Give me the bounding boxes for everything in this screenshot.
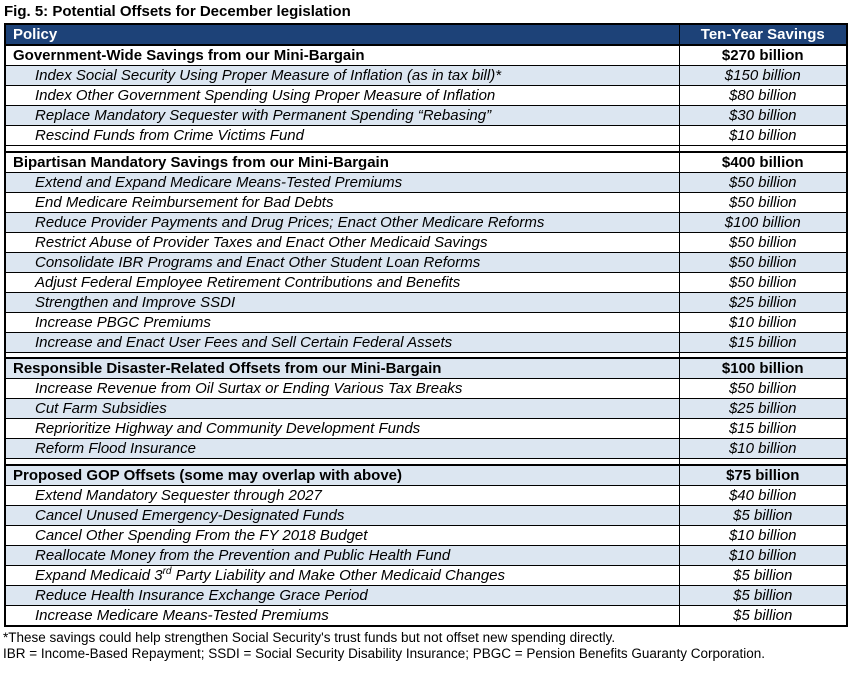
savings-cell: $50 billion (678, 251, 848, 273)
policy-cell: Reduce Health Insurance Exchange Grace P… (4, 584, 680, 606)
savings-cell: $5 billion (678, 504, 848, 526)
figure-title: Fig. 5: Potential Offsets for December l… (4, 3, 351, 20)
section-header-row: Proposed GOP Offsets (some may overlap w… (4, 463, 848, 486)
savings-cell: $10 billion (678, 438, 848, 459)
table-row: Rescind Funds from Crime Victims Fund $1… (4, 125, 848, 146)
table-row: Cut Farm Subsidies $25 billion (4, 398, 848, 419)
savings-cell: $15 billion (678, 331, 848, 353)
table-row: Cancel Unused Emergency-Designated Funds… (4, 504, 848, 526)
policy-cell: Rescind Funds from Crime Victims Fund (4, 125, 680, 146)
policy-cell: End Medicare Reimbursement for Bad Debts (4, 191, 680, 213)
table-row: Increase and Enact User Fees and Sell Ce… (4, 331, 848, 353)
offsets-table: Policy Ten-Year Savings Government-Wide … (4, 23, 848, 627)
footnote-asterisk: *These savings could help strengthen Soc… (3, 629, 616, 645)
policy-cell: Extend and Expand Medicare Means-Tested … (4, 171, 680, 193)
savings-cell: $50 billion (678, 271, 848, 293)
section-header-row: Responsible Disaster-Related Offsets fro… (4, 357, 848, 379)
policy-cell: Restrict Abuse of Provider Taxes and Ena… (4, 231, 680, 253)
savings-cell: $50 billion (678, 191, 848, 213)
section-header-row: Bipartisan Mandatory Savings from our Mi… (4, 150, 848, 173)
column-header-row: Policy Ten-Year Savings (4, 23, 848, 46)
policy-column-header: Policy (4, 23, 680, 46)
table-row: Replace Mandatory Sequester with Permane… (4, 105, 848, 126)
table-row: Reallocate Money from the Prevention and… (4, 544, 848, 566)
savings-cell: $10 billion (678, 524, 848, 546)
table-row: Adjust Federal Employee Retirement Contr… (4, 271, 848, 293)
savings-cell: $10 billion (678, 544, 848, 566)
policy-cell: Index Social Security Using Proper Measu… (4, 65, 680, 86)
savings-cell: $50 billion (678, 171, 848, 193)
policy-cell: Increase Revenue from Oil Surtax or Endi… (4, 378, 680, 399)
table-row: End Medicare Reimbursement for Bad Debts… (4, 191, 848, 213)
table-row: Restrict Abuse of Provider Taxes and Ena… (4, 231, 848, 253)
policy-cell: Increase and Enact User Fees and Sell Ce… (4, 331, 680, 353)
policy-text-prefix: Expand Medicaid 3 (35, 566, 163, 584)
table-row: Reduce Provider Payments and Drug Prices… (4, 211, 848, 233)
savings-cell: $25 billion (678, 291, 848, 313)
policy-cell: Increase Medicare Means-Tested Premiums (4, 604, 680, 626)
policy-cell: Cancel Unused Emergency-Designated Funds (4, 504, 680, 526)
table-row: Cancel Other Spending From the FY 2018 B… (4, 524, 848, 546)
policy-cell: Consolidate IBR Programs and Enact Other… (4, 251, 680, 273)
policy-cell: Replace Mandatory Sequester with Permane… (4, 105, 680, 126)
policy-cell: Adjust Federal Employee Retirement Contr… (4, 271, 680, 293)
footnote-abbreviations: IBR = Income-Based Repayment; SSDI = Soc… (3, 645, 765, 661)
table-row: Increase Revenue from Oil Surtax or Endi… (4, 378, 848, 399)
policy-cell: Index Other Government Spending Using Pr… (4, 85, 680, 106)
savings-cell: $30 billion (678, 105, 848, 126)
section-title: Bipartisan Mandatory Savings from our Mi… (4, 150, 680, 173)
table-row: Strengthen and Improve SSDI $25 billion (4, 291, 848, 313)
savings-cell: $5 billion (678, 584, 848, 606)
table-row: Extend Mandatory Sequester through 2027 … (4, 484, 848, 506)
savings-column-header: Ten-Year Savings (678, 23, 848, 46)
savings-cell: $40 billion (678, 484, 848, 506)
ordinal-superscript: rd (162, 565, 172, 577)
policy-cell: Cut Farm Subsidies (4, 398, 680, 419)
table-row: Index Other Government Spending Using Pr… (4, 85, 848, 106)
table-row: Index Social Security Using Proper Measu… (4, 65, 848, 86)
section-savings: $270 billion (678, 44, 848, 66)
policy-cell: Extend Mandatory Sequester through 2027 (4, 484, 680, 506)
savings-cell: $10 billion (678, 311, 848, 333)
policy-text-suffix: Party Liability and Make Other Medicaid … (171, 566, 506, 584)
savings-cell: $50 billion (678, 231, 848, 253)
savings-cell: $25 billion (678, 398, 848, 419)
table-row: Extend and Expand Medicare Means-Tested … (4, 171, 848, 193)
table-row: Reduce Health Insurance Exchange Grace P… (4, 584, 848, 606)
footnotes: *These savings could help strengthen Soc… (0, 627, 852, 662)
savings-cell: $50 billion (678, 378, 848, 399)
savings-cell: $150 billion (678, 65, 848, 86)
policy-cell: Reform Flood Insurance (4, 438, 680, 459)
savings-cell: $80 billion (678, 85, 848, 106)
table-row: Reform Flood Insurance $10 billion (4, 438, 848, 459)
policy-cell: Reallocate Money from the Prevention and… (4, 544, 680, 566)
policy-cell: Expand Medicaid 3rd Party Liability and … (4, 564, 680, 586)
section-savings: $400 billion (678, 150, 848, 173)
section-header-row: Government-Wide Savings from our Mini-Ba… (4, 44, 848, 66)
policy-cell: Cancel Other Spending From the FY 2018 B… (4, 524, 680, 546)
savings-cell: $5 billion (678, 604, 848, 626)
section-title: Proposed GOP Offsets (some may overlap w… (4, 463, 680, 486)
savings-cell: $100 billion (678, 211, 848, 233)
policy-cell: Reduce Provider Payments and Drug Prices… (4, 211, 680, 233)
table-row: Expand Medicaid 3rd Party Liability and … (4, 564, 848, 586)
savings-cell: $10 billion (678, 125, 848, 146)
section-title: Responsible Disaster-Related Offsets fro… (4, 357, 680, 379)
section-title: Government-Wide Savings from our Mini-Ba… (4, 44, 680, 66)
table-row: Consolidate IBR Programs and Enact Other… (4, 251, 848, 273)
savings-cell: $15 billion (678, 418, 848, 439)
table-row: Reprioritize Highway and Community Devel… (4, 418, 848, 439)
section-savings: $75 billion (678, 463, 848, 486)
table-row: Increase Medicare Means-Tested Premiums … (4, 604, 848, 626)
table-row: Increase PBGC Premiums $10 billion (4, 311, 848, 333)
section-savings: $100 billion (678, 357, 848, 379)
policy-cell: Increase PBGC Premiums (4, 311, 680, 333)
savings-cell: $5 billion (678, 564, 848, 586)
policy-cell: Strengthen and Improve SSDI (4, 291, 680, 313)
policy-cell: Reprioritize Highway and Community Devel… (4, 418, 680, 439)
